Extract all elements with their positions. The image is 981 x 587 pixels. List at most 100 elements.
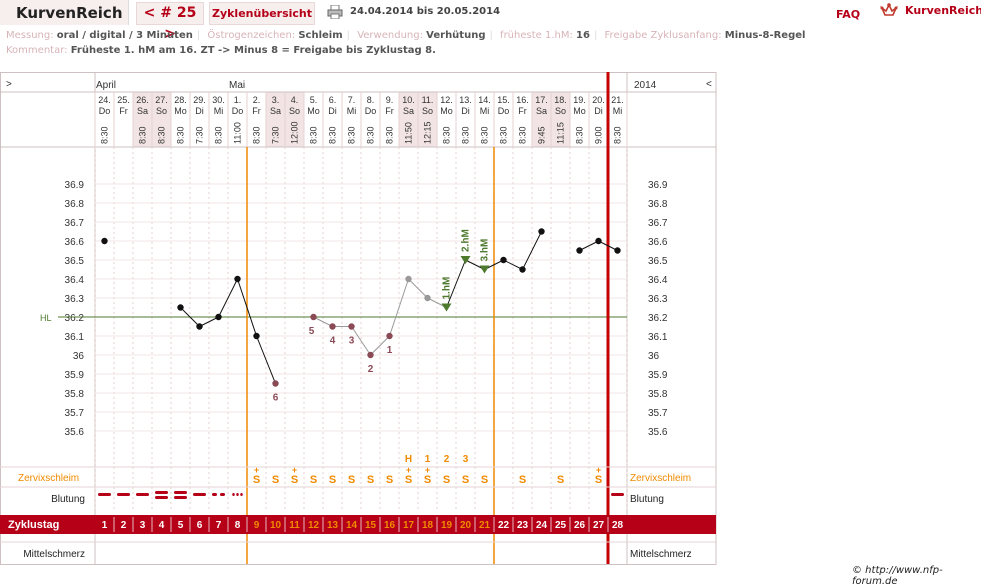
logo-tab[interactable]: KurvenReich [0, 0, 129, 25]
cycle-navigation[interactable]: < # 25 > [136, 2, 204, 42]
day-weekday: Do [365, 106, 377, 116]
measure-time: 8:30 [461, 126, 471, 144]
day-weekday: Di [195, 106, 204, 116]
cycle-day-number: 28 [612, 520, 624, 531]
weekend-shade [285, 92, 304, 147]
y-tick-right: 36 [648, 351, 660, 362]
day-date: 8. [367, 95, 375, 105]
measure-time: 11:50 [404, 122, 414, 144]
day-weekday: Sa [536, 106, 547, 116]
day-weekday: Do [498, 106, 510, 116]
oestrogen-value: Schleim [298, 30, 343, 41]
day-date: 17. [535, 95, 548, 105]
kommentar-label: Kommentar: [6, 45, 68, 56]
measure-time: 8:30 [385, 126, 395, 144]
temp-point [234, 275, 241, 283]
y-tick-right: 36.5 [648, 256, 668, 267]
measure-time: 12:00 [290, 121, 300, 144]
day-date: 7. [348, 95, 356, 105]
mucus-symbol: S [367, 474, 374, 486]
printer-icon[interactable] [327, 5, 343, 19]
brand-link[interactable]: KurvenReich [905, 4, 981, 17]
counting-label: 2 [368, 364, 374, 375]
y-tick-left: 36.4 [65, 275, 85, 286]
cycle-day-number: 8 [235, 520, 241, 531]
day-date: 28. [174, 95, 187, 105]
counting-label: 1 [387, 345, 393, 356]
nav-left-arrow[interactable]: > [6, 79, 12, 90]
hm-label: 3.hM [480, 239, 491, 262]
day-date: 30. [212, 95, 225, 105]
cycle-day-number: 6 [197, 520, 203, 531]
day-date: 25. [117, 95, 130, 105]
y-tick-left: 36.5 [65, 256, 85, 267]
oestrogen-label: Östrogenzeichen: [207, 30, 296, 41]
cycle-day-number: 27 [593, 520, 605, 531]
measure-time: 8:30 [480, 126, 490, 144]
bleeding-mark [212, 493, 217, 496]
cycle-day-number: 14 [346, 520, 358, 531]
nav-right-arrow[interactable]: < [706, 79, 712, 90]
measure-time: 8:30 [442, 126, 452, 144]
bleeding-mark [220, 493, 225, 496]
mucus-symbol: S [253, 474, 260, 486]
day-date: 9. [386, 95, 394, 105]
day-date: 26. [136, 95, 149, 105]
measure-time: 8:30 [518, 126, 528, 144]
y-tick-right: 35.8 [648, 389, 668, 400]
measure-time: 8:30 [100, 126, 110, 144]
day-weekday: Fr [119, 106, 128, 116]
day-weekday: Sa [403, 106, 414, 116]
weekend-shade [152, 92, 171, 147]
temp-point [500, 256, 507, 264]
temp-line-segment [408, 278, 428, 299]
temp-point [386, 332, 393, 340]
measure-time: 9:00 [594, 126, 604, 144]
day-weekday: Mo [573, 106, 586, 116]
bleeding-mark [236, 493, 239, 496]
cycle-day-number: 20 [460, 520, 472, 531]
y-tick-left: 36.2 [65, 313, 85, 324]
mucus-symbol: S [424, 474, 431, 486]
mucus-symbol: S [348, 474, 355, 486]
day-weekday: So [422, 106, 433, 116]
y-tick-right: 36.3 [648, 294, 668, 305]
y-tick-left: 36 [73, 351, 85, 362]
cycle-day-number: 16 [384, 520, 396, 531]
faq-link[interactable]: FAQ [836, 8, 861, 21]
ovulation-letter: 1 [425, 454, 431, 465]
y-tick-left: 35.8 [65, 389, 85, 400]
app-logo: KurvenReich [16, 4, 123, 22]
bleeding-label-right: Blutung [630, 494, 664, 505]
day-date: 11. [422, 95, 434, 105]
day-date: 20. [592, 95, 605, 105]
temp-line-segment [522, 231, 542, 270]
bleeding-mark [240, 493, 243, 496]
y-tick-left: 36.8 [65, 199, 85, 210]
fruehest-value: 16 [576, 30, 590, 41]
measure-time: 8:30 [347, 126, 357, 144]
mucus-plus: + [425, 465, 430, 475]
day-weekday: So [555, 106, 566, 116]
day-weekday: Mo [440, 106, 453, 116]
counting-label: 5 [309, 326, 315, 337]
temp-line-segment [446, 259, 466, 308]
day-weekday: Mo [174, 106, 187, 116]
cycle-day-number: 7 [216, 520, 222, 531]
day-weekday: Sa [137, 106, 148, 116]
bleeding-mark [174, 491, 187, 494]
hl-label: HL [40, 313, 52, 323]
temp-point [348, 323, 355, 330]
temp-line-segment [370, 335, 390, 356]
cycle-day-number: 19 [441, 520, 453, 531]
verwendung-value: Verhütung [426, 30, 486, 41]
date-range: 24.04.2014 bis 20.05.2014 [350, 6, 501, 17]
cycle-day-label: Zyklustag [8, 519, 59, 531]
mucus-symbol: S [329, 474, 336, 486]
cycle-overview-tab[interactable]: Zyklenübersicht [209, 2, 315, 25]
measure-time: 11:15 [556, 122, 566, 144]
temp-point [367, 351, 374, 359]
mittelschmerz-label-right: Mittelschmerz [630, 549, 692, 560]
temp-point [519, 266, 526, 273]
mucus-symbol: S [557, 474, 564, 486]
